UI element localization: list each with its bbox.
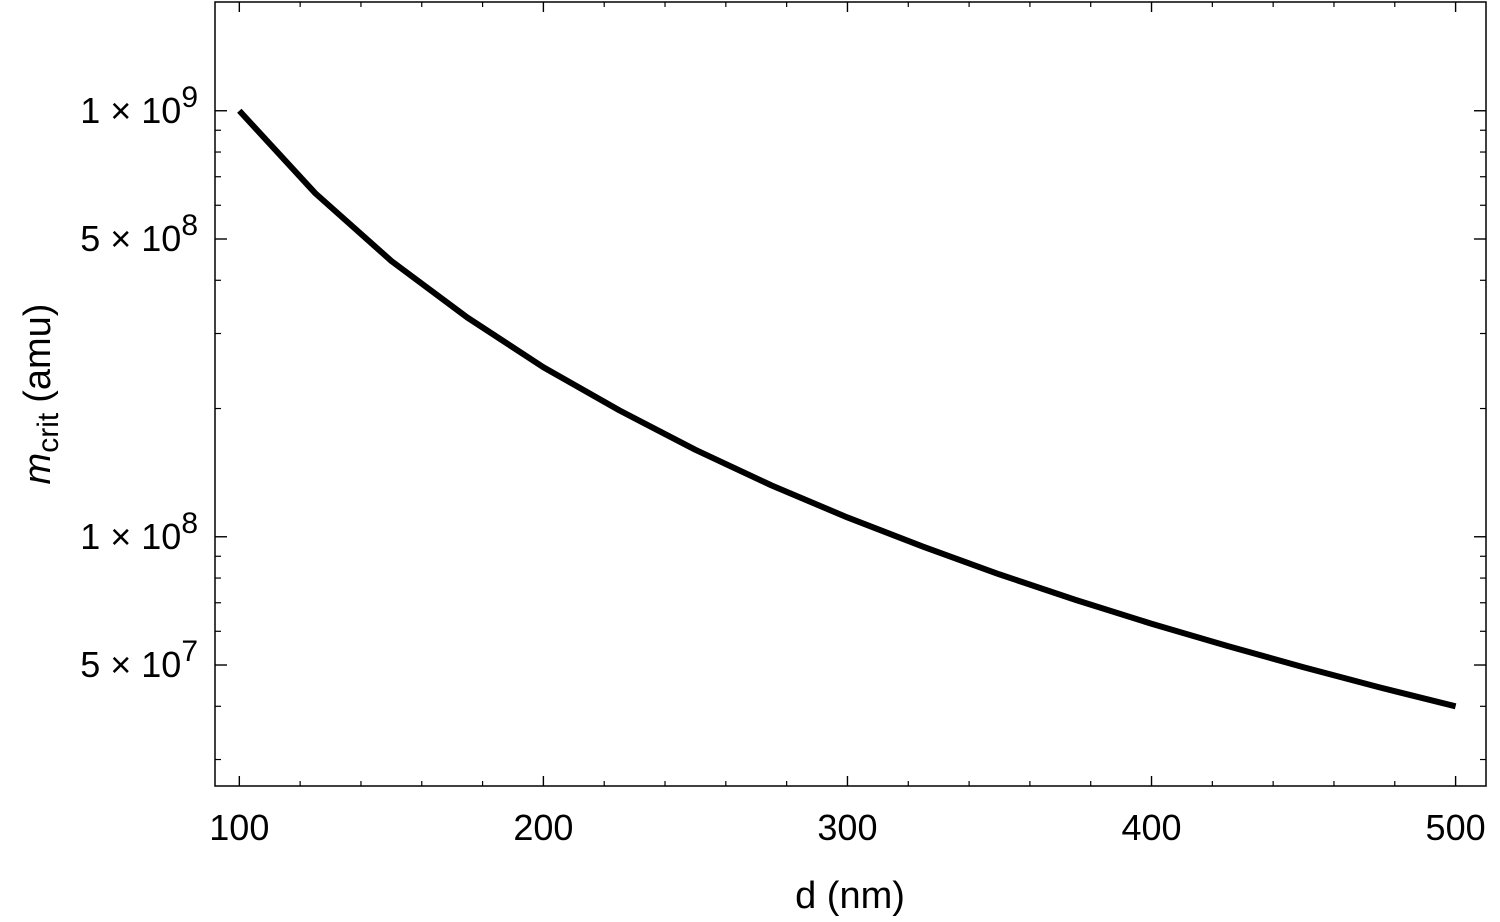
series-line: [237, 108, 1457, 710]
y-tick-label: 5 × 108: [80, 209, 198, 259]
series-layer: [237, 108, 1457, 710]
y-axis-tick-labels: 1 × 109 5 × 108 1 × 108 5 × 107: [80, 81, 198, 685]
x-axis-tick-labels: 100 200 300 400 500: [209, 807, 1485, 848]
y-axis-label-symbol: m: [17, 453, 59, 485]
y-tick-label: 1 × 109: [80, 81, 198, 131]
y-tick-label: 1 × 108: [80, 507, 198, 557]
x-axis-ticks: [238, 2, 1457, 786]
y-tick-label: 5 × 107: [80, 635, 198, 685]
y-axis-label-unit: (amu): [17, 304, 59, 403]
plot-frame: [214, 1, 1487, 787]
x-tick-label: 100: [209, 807, 269, 848]
x-tick-label: 400: [1121, 807, 1181, 848]
x-tick-label: 300: [817, 807, 877, 848]
y-axis-label-subscript: crit: [32, 412, 65, 453]
y-axis-ticks: [215, 110, 1486, 761]
x-axis-label: d (nm): [795, 875, 905, 917]
x-tick-label: 500: [1426, 807, 1486, 848]
y-axis-label: mcrit (amu): [17, 304, 65, 485]
x-tick-label: 200: [513, 807, 573, 848]
